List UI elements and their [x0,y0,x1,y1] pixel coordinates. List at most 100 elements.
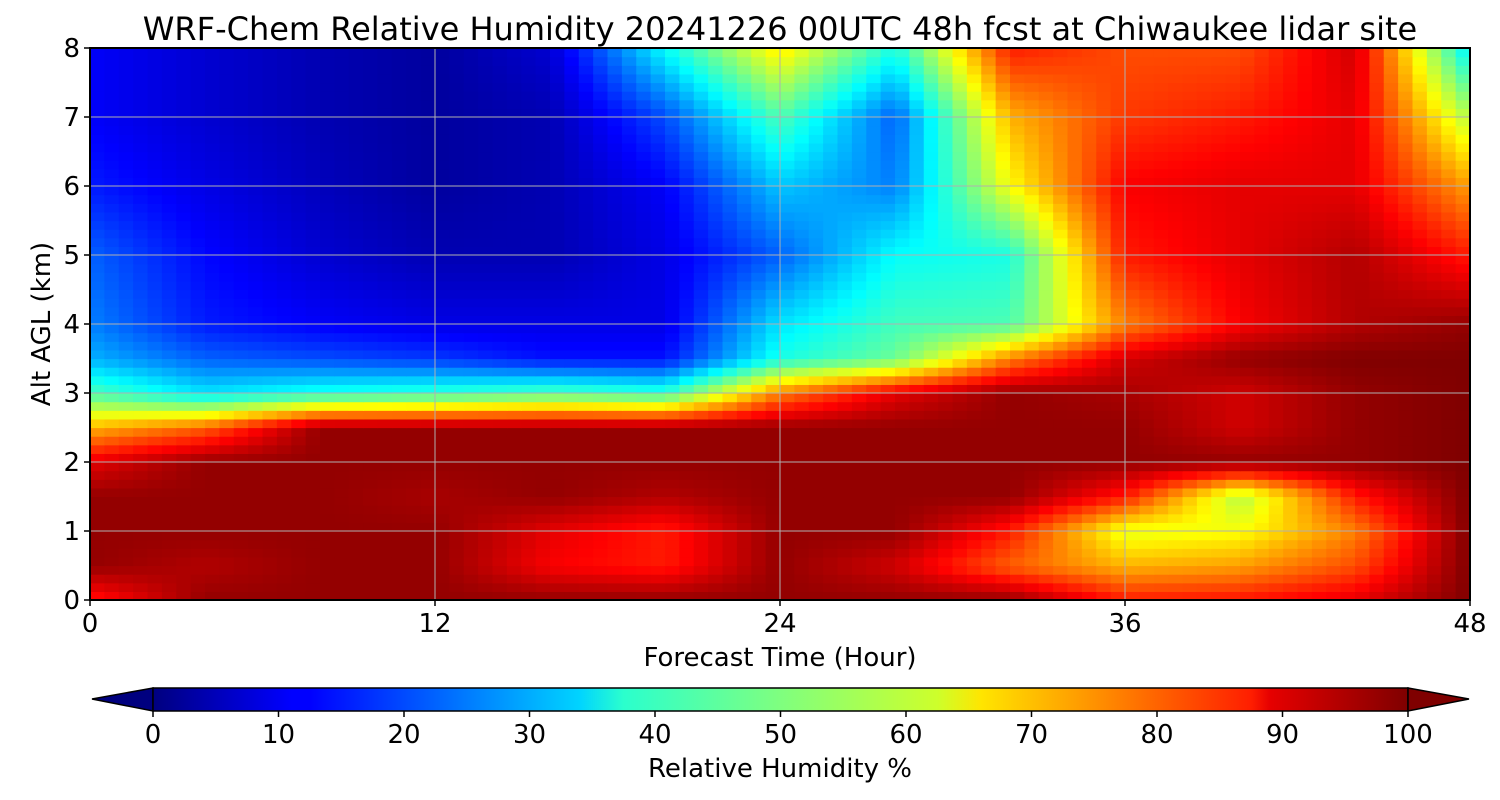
heatmap-cell [924,479,939,488]
heatmap-cell [751,522,766,531]
heatmap-cell [1154,186,1169,195]
heatmap-cell [1312,186,1327,195]
heatmap-cell [449,255,464,264]
heatmap-cell [248,290,263,299]
heatmap-cell [1441,255,1456,264]
heatmap-cell [651,445,666,454]
heatmap-cell [809,359,824,368]
heatmap-cell [176,195,191,204]
heatmap-cell [1053,333,1068,342]
heatmap-cell [363,445,378,454]
heatmap-cell [1254,350,1269,359]
heatmap-cell [636,436,651,445]
heatmap-cell [219,505,234,514]
heatmap-cell [306,272,321,281]
heatmap-cell [435,298,450,307]
heatmap-cell [1269,255,1284,264]
heatmap-cell [838,514,853,523]
heatmap-cell [1254,238,1269,247]
heatmap-cell [536,290,551,299]
heatmap-cell [1039,246,1054,255]
heatmap-cell [1068,428,1083,437]
heatmap-cell [406,471,421,480]
heatmap-cell [464,324,479,333]
heatmap-cell [1254,229,1269,238]
heatmap-cell [938,479,953,488]
heatmap-cell [1125,445,1140,454]
heatmap-cell [823,479,838,488]
heatmap-cell [162,488,177,497]
heatmap-cell [263,384,278,393]
heatmap-cell [708,333,723,342]
heatmap-cell [1269,402,1284,411]
heatmap-cell [1226,367,1241,376]
heatmap-cell [478,298,493,307]
heatmap-cell [392,384,407,393]
heatmap-cell [651,307,666,316]
heatmap-cell [809,540,824,549]
heatmap-cell [953,402,968,411]
heatmap-cell [1039,548,1054,557]
heatmap-cell [435,169,450,178]
heatmap-cell [1341,246,1356,255]
heatmap-cell [1125,488,1140,497]
heatmap-cell [593,281,608,290]
heatmap-cell [1053,445,1068,454]
heatmap-cell [981,307,996,316]
heatmap-cell [924,350,939,359]
heatmap-cell [1254,488,1269,497]
heatmap-cell [162,436,177,445]
heatmap-cell [176,315,191,324]
heatmap-cell [104,238,119,247]
heatmap-cell [1254,152,1269,161]
heatmap-cell [723,315,738,324]
heatmap-cell [392,203,407,212]
heatmap-cell [981,169,996,178]
heatmap-cell [996,229,1011,238]
heatmap-cell [723,410,738,419]
heatmap-cell [263,583,278,592]
heatmap-cell [708,290,723,299]
heatmap-cell [608,212,623,221]
heatmap-cell [723,324,738,333]
heatmap-cell [148,152,163,161]
heatmap-cell [363,264,378,273]
heatmap-cell [1154,557,1169,566]
heatmap-cell [119,152,134,161]
heatmap-cell [119,367,134,376]
heatmap-cell [1183,376,1198,385]
heatmap-cell [579,152,594,161]
heatmap-cell [449,359,464,368]
heatmap-cell [1053,229,1068,238]
heatmap-cell [507,246,522,255]
heatmap-cell [1441,307,1456,316]
heatmap-cell [1355,290,1370,299]
heatmap-cell [1283,557,1298,566]
heatmap-cell [191,505,206,514]
heatmap-cell [349,212,364,221]
heatmap-cell [838,531,853,540]
heatmap-cell [636,333,651,342]
heatmap-cell [1197,445,1212,454]
heatmap-cell [866,255,881,264]
heatmap-cell [1456,488,1471,497]
heatmap-cell [1441,419,1456,428]
heatmap-cell [1082,264,1097,273]
heatmap-cell [90,333,105,342]
heatmap-cell [507,428,522,437]
heatmap-cell [1355,238,1370,247]
heatmap-cell [234,272,249,281]
heatmap-cell [622,574,637,583]
heatmap-cell [665,359,680,368]
heatmap-cell [507,350,522,359]
heatmap-cell [435,376,450,385]
heatmap-cell [191,272,206,281]
heatmap-cell [1211,410,1226,419]
heatmap-cell [809,152,824,161]
heatmap-cell [1427,393,1442,402]
heatmap-cell [679,566,694,575]
heatmap-cell [234,367,249,376]
heatmap-cell [1456,574,1471,583]
heatmap-cell [852,566,867,575]
heatmap-cell [694,497,709,506]
